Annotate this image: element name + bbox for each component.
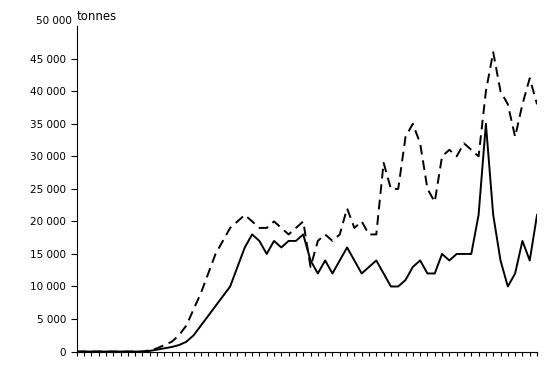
Text: 50 000: 50 000 [36, 16, 72, 26]
Text: tonnes: tonnes [77, 10, 117, 23]
